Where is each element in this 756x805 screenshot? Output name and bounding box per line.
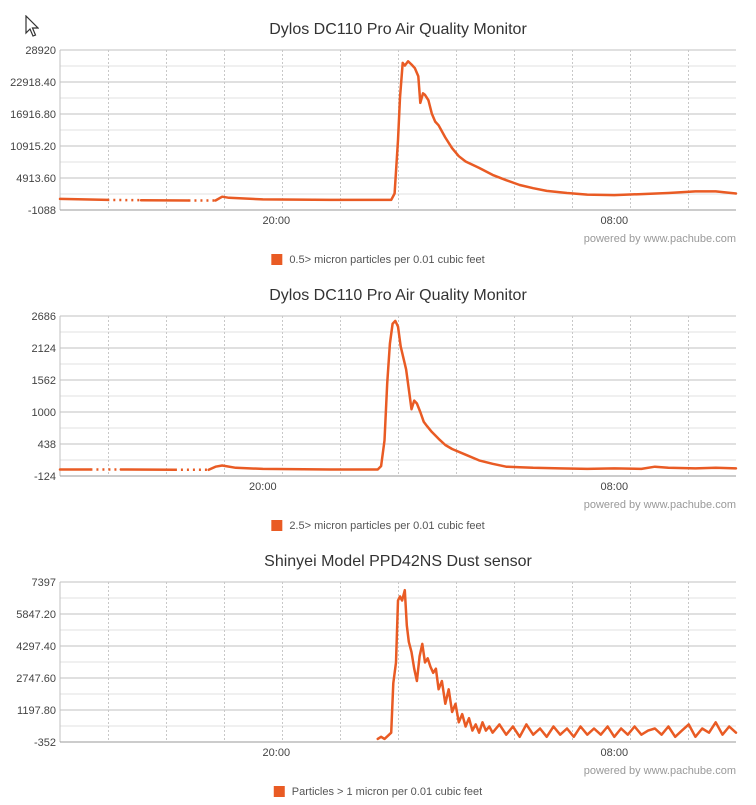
chart-title: Dylos DC110 Pro Air Quality Monitor bbox=[269, 21, 527, 38]
chart-panel-dylos-25: Dylos DC110 Pro Air Quality Monitor 2686 2… bbox=[0, 266, 756, 532]
mouse-pointer-icon bbox=[25, 15, 39, 37]
powered-by-credit[interactable]: powered by www.pachube.com bbox=[584, 233, 736, 245]
chart-panel-shinyei: Shinyei Model PPD42NS Dust sensor 7397 584… bbox=[0, 532, 756, 798]
legend-swatch bbox=[271, 254, 283, 265]
series-line bbox=[207, 319, 738, 472]
y-tick-label: 2747.60 bbox=[16, 673, 56, 685]
y-tick-label: 4913.60 bbox=[16, 173, 56, 185]
y-tick-label: 4297.40 bbox=[16, 641, 56, 653]
y-tick-label: 2686 bbox=[32, 311, 56, 323]
y-tick-label: 1197.80 bbox=[17, 705, 56, 717]
series-line bbox=[58, 197, 109, 202]
line-chart: Shinyei Model PPD42NS Dust sensor 7397 584… bbox=[16, 553, 738, 798]
legend-label: 0.5> micron particles per 0.01 cubic fee… bbox=[289, 254, 484, 266]
legend: 2.5> micron particles per 0.01 cubic fee… bbox=[271, 520, 485, 532]
line-chart: Dylos DC110 Pro Air Quality Monitor 28920… bbox=[10, 21, 738, 266]
legend: 0.5> micron particles per 0.01 cubic fee… bbox=[271, 254, 485, 266]
legend-swatch bbox=[273, 786, 285, 797]
y-tick-label: 438 bbox=[38, 439, 56, 451]
y-tick-label: 1562 bbox=[32, 375, 56, 387]
y-tick-label: 16916.80 bbox=[10, 109, 56, 121]
chart-panel-dylos-05: Dylos DC110 Pro Air Quality Monitor 28920… bbox=[0, 0, 756, 266]
series-line bbox=[214, 60, 738, 202]
y-tick-label: 1000 bbox=[32, 407, 56, 419]
legend: Particles > 1 micron per 0.01 cubic feet bbox=[273, 786, 482, 798]
grid bbox=[59, 49, 736, 211]
y-tick-label: 28920 bbox=[25, 45, 56, 57]
y-tick-label: 22918.40 bbox=[10, 77, 56, 89]
legend-swatch bbox=[271, 520, 283, 531]
chart-title: Dylos DC110 Pro Air Quality Monitor bbox=[269, 287, 527, 304]
y-tick-label: -1088 bbox=[28, 205, 56, 217]
line-chart: Dylos DC110 Pro Air Quality Monitor 2686 2… bbox=[32, 287, 738, 532]
x-tick-label: 08:00 bbox=[601, 481, 629, 493]
legend-label: Particles > 1 micron per 0.01 cubic feet bbox=[292, 786, 482, 798]
y-tick-label: -124 bbox=[34, 471, 56, 483]
series-line bbox=[376, 588, 738, 741]
y-tick-label: 7397 bbox=[32, 577, 56, 589]
x-tick-label: 20:00 bbox=[249, 481, 277, 493]
x-tick-label: 08:00 bbox=[601, 747, 629, 759]
grid bbox=[59, 315, 736, 477]
y-tick-label: 5847.20 bbox=[16, 609, 56, 621]
y-tick-label: 2124 bbox=[32, 343, 56, 355]
powered-by-credit[interactable]: powered by www.pachube.com bbox=[584, 499, 736, 511]
powered-by-credit[interactable]: powered by www.pachube.com bbox=[584, 765, 736, 777]
y-tick-label: -352 bbox=[34, 737, 56, 749]
legend-label: 2.5> micron particles per 0.01 cubic fee… bbox=[289, 520, 484, 532]
chart-title: Shinyei Model PPD42NS Dust sensor bbox=[264, 553, 532, 570]
x-tick-label: 20:00 bbox=[263, 215, 291, 227]
x-tick-label: 08:00 bbox=[601, 215, 629, 227]
x-tick-label: 20:00 bbox=[263, 747, 291, 759]
y-tick-label: 10915.20 bbox=[10, 141, 56, 153]
